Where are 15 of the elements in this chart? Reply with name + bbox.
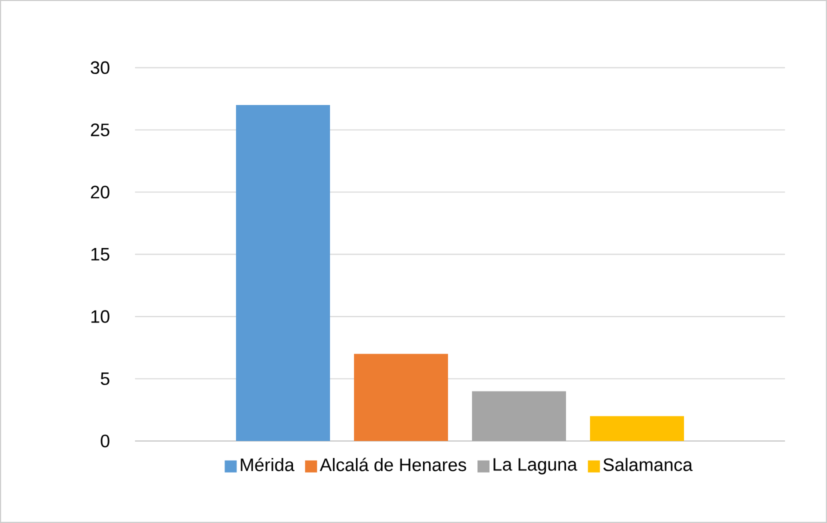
- y-tick-label: 0: [100, 434, 110, 448]
- bar: [354, 354, 448, 441]
- y-tick-label: 20: [90, 186, 110, 198]
- y-tick-label: 30: [90, 61, 110, 74]
- legend-label: Mérida: [240, 458, 294, 472]
- legend-label: La Laguna: [494, 458, 578, 474]
- bar: [236, 104, 330, 441]
- bar: [472, 391, 566, 441]
- y-tick-label: 5: [100, 372, 110, 386]
- bar: [590, 416, 684, 441]
- legend-label: Alcalá de Henares: [320, 458, 466, 472]
- y-tick-label: 15: [91, 248, 110, 261]
- y-tick-label: 10: [91, 310, 110, 323]
- legend-label: Salamanca: [603, 458, 693, 472]
- y-tick-label: 25: [90, 124, 110, 136]
